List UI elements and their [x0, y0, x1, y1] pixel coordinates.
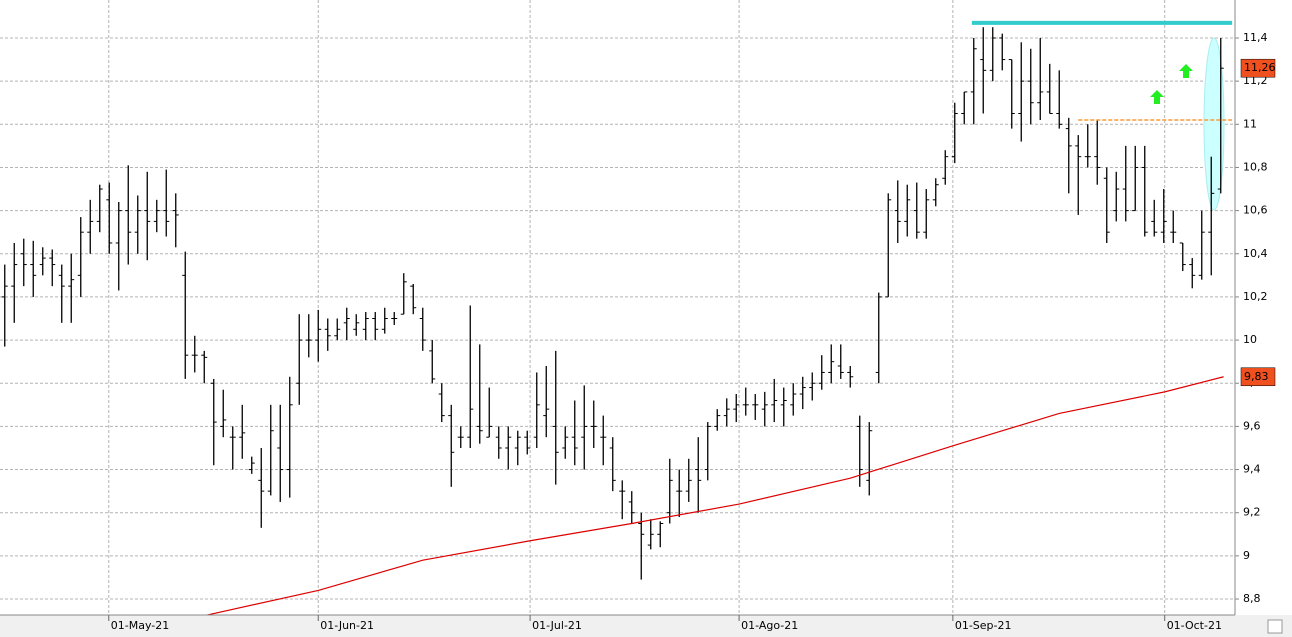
x-axis-band	[0, 615, 1292, 637]
y-tick-label: 9	[1243, 549, 1250, 562]
moving-average	[201, 376, 1224, 617]
up-arrow	[1150, 90, 1164, 104]
x-tick-label: 01-Jul-21	[532, 619, 582, 632]
y-tick-label: 10,4	[1243, 247, 1268, 260]
price-tag-label: 9,83	[1244, 370, 1269, 383]
data-layer	[1, 20, 1233, 617]
y-tick-label: 8,8	[1243, 592, 1261, 605]
y-tick-label: 10	[1243, 333, 1257, 346]
y-tick-label: 9,6	[1243, 419, 1261, 432]
y-tick-label: 10,6	[1243, 204, 1268, 217]
x-tick-label: 01-Oct-21	[1167, 619, 1222, 632]
axis-layer: 8,899,29,49,69,81010,210,410,610,81111,2…	[108, 31, 1276, 632]
x-tick-label: 01-Sep-21	[955, 619, 1012, 632]
price-tag	[1240, 367, 1276, 387]
y-tick-label: 11	[1243, 117, 1257, 130]
x-tick-label: 01-May-21	[111, 619, 169, 632]
y-tick-label: 10,8	[1243, 160, 1268, 173]
corner-icon	[1267, 619, 1283, 634]
up-arrow	[1179, 64, 1193, 78]
y-tick-label: 10,2	[1243, 290, 1268, 303]
x-tick-label: 01-Jun-21	[320, 619, 374, 632]
y-tick-label: 9,2	[1243, 506, 1261, 519]
x-tick-label: 01-Ago-21	[741, 619, 798, 632]
y-tick-label: 9,4	[1243, 463, 1261, 476]
grid-layer	[0, 0, 1235, 615]
price-tag-label: 11,26	[1244, 61, 1276, 74]
price-tag	[1240, 58, 1276, 78]
highlight-ellipse	[1203, 37, 1225, 211]
y-tick-label: 11,4	[1243, 31, 1268, 44]
